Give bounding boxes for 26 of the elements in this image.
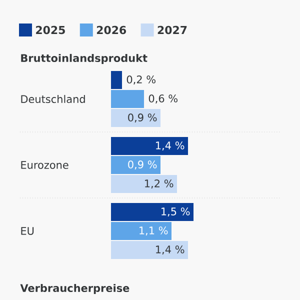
bar [111, 222, 172, 240]
data-label: 1,5 % [162, 208, 190, 216]
bar [111, 71, 122, 89]
data-label: 0,6 % [148, 94, 178, 104]
data-label: 0,9 % [128, 160, 157, 170]
legend-label: 2026 [96, 26, 126, 34]
bar [111, 241, 188, 259]
legend-label: 2027 [158, 26, 187, 34]
bar [111, 109, 160, 127]
bar [111, 156, 160, 174]
bar [111, 203, 194, 221]
y-tick-label: Eurozone [21, 161, 68, 169]
data-label: 0,2 % [126, 76, 156, 84]
legend-label: 2025 [36, 26, 65, 34]
bar [111, 175, 177, 193]
chart-subtitle: Bruttoinlandsprodukt [21, 54, 148, 64]
data-label: 1,1 % [140, 226, 168, 236]
data-label: 0,9 % [128, 114, 157, 122]
data-label: 1,4 % [156, 246, 184, 254]
data-label: 1,2 % [145, 180, 174, 188]
bar [111, 137, 188, 155]
bar [111, 90, 144, 108]
text: Verbraucherpreise [20, 284, 130, 294]
data-label: 1,4 % [156, 142, 184, 150]
y-tick-label: EU [21, 227, 34, 235]
y-tick-label: Deutschland [21, 94, 85, 104]
